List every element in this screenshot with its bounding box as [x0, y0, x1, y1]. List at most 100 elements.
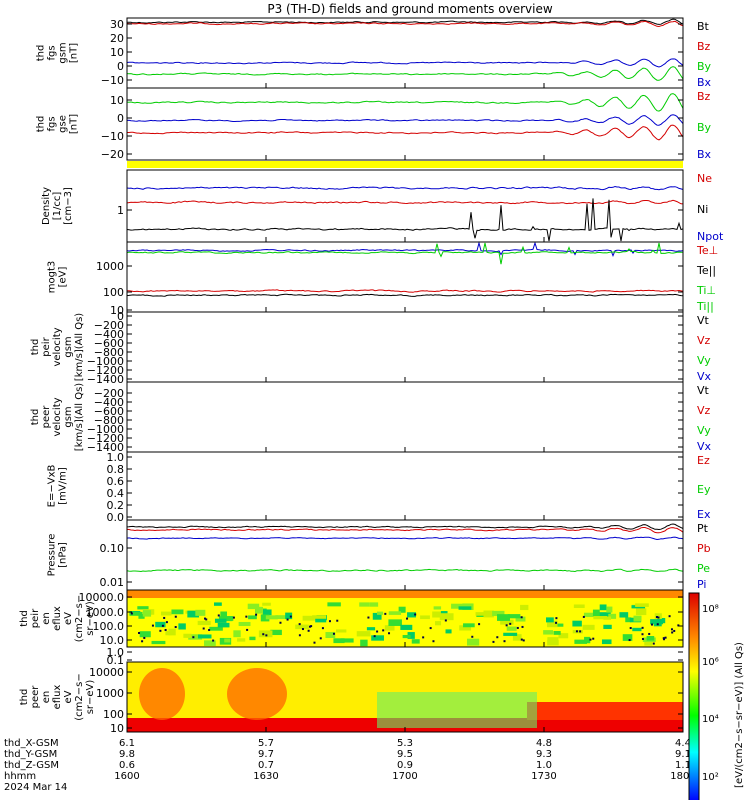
xaxis-row-value: 1600: [114, 771, 139, 782]
y-tick-label: 0.01: [100, 576, 125, 589]
peir-dark-pixel: [670, 628, 673, 631]
peir-pixel: [547, 639, 559, 646]
peir-pixel: [458, 606, 472, 610]
peir-dark-pixel: [503, 640, 506, 643]
y-axis-label-line: (cm2−s−: [74, 595, 85, 642]
peir-dark-pixel: [332, 632, 335, 635]
xaxis-row-value: 0.7: [258, 760, 274, 771]
y-tick-label: −1400: [87, 441, 124, 454]
y-tick-label: 10000.0: [79, 591, 125, 604]
colorbar-scale: [688, 592, 700, 800]
peir-pixel: [411, 639, 420, 644]
panel-frame: [126, 451, 684, 521]
y-tick-label: 0.0: [107, 511, 125, 524]
y-axis-label-line: fgs: [47, 45, 58, 60]
legend-entry: Vy: [697, 424, 711, 437]
y-axis-label-line: [nT]: [69, 43, 80, 63]
peir-dark-pixel: [174, 615, 177, 618]
npot-trace: [126, 185, 684, 191]
peir-pixel: [503, 632, 518, 636]
xaxis-row-value: 1800: [670, 771, 695, 782]
peir-pixel: [619, 612, 629, 618]
peir-pixel: [625, 617, 632, 623]
y-tick-label: −1400: [87, 373, 124, 386]
y-axis-label-line: eflux: [52, 685, 63, 710]
peir-dark-pixel: [521, 625, 524, 628]
y-tick-label: 10: [110, 722, 124, 735]
peir-dark-pixel: [589, 638, 592, 641]
y-tick-label: −200: [94, 319, 124, 332]
pb-trace: [126, 527, 684, 534]
peir-pixel: [432, 611, 445, 618]
y-axis-label-line: eV: [63, 612, 74, 625]
y-axis-label-line: Density: [41, 187, 52, 225]
peir-pixel: [451, 603, 465, 609]
peir-pixel: [593, 616, 608, 620]
panel-temperature: 1000 100 10 mogt3 [eV] Te⊥ Te|| Ti⊥ Ti||: [47, 241, 718, 317]
peir-pixel: [258, 630, 273, 638]
y-axis-label-line: [nT]: [69, 114, 80, 134]
peir-pixel: [574, 639, 588, 644]
peir-pixel: [407, 612, 417, 618]
legend-entry: Ni: [697, 203, 708, 216]
peir-pixel: [644, 639, 653, 646]
pi-trace: [126, 536, 684, 541]
xaxis-row-label: thd_X-GSM: [4, 738, 59, 749]
peir-dark-pixel: [232, 616, 235, 619]
y-tick-label: −600: [94, 337, 124, 350]
peir-pixel: [492, 610, 505, 617]
peir-pixel: [445, 629, 452, 634]
peir-dark-pixel: [307, 629, 310, 632]
xaxis-row-value: 6.1: [119, 738, 135, 749]
legend-entry: By: [697, 121, 712, 134]
y-tick-label: 0.8: [107, 463, 125, 476]
peir-pixel: [543, 630, 553, 635]
peir-dark-pixel: [657, 616, 660, 619]
peir-pixel: [440, 611, 448, 615]
xaxis-row-value: 0.6: [119, 760, 135, 771]
y-axis-label-line: [nPa]: [58, 542, 69, 568]
y-axis-label-line: gsm: [63, 336, 74, 357]
panel-efield: 1.00.80.60.40.20.0 E=−VxB [mV/m] Ez Ey Ex: [47, 451, 711, 524]
peir-pixel: [497, 614, 510, 621]
y-axis-label-line: [cm−3]: [63, 187, 74, 225]
y-axis-label-line: peir: [41, 336, 52, 356]
peir-pixel: [233, 630, 241, 638]
legend-entry: Vz: [697, 334, 711, 347]
peir-dark-pixel: [579, 630, 582, 633]
peir-pixel: [285, 612, 293, 620]
peir-dark-pixel: [208, 628, 211, 631]
y-tick-label: −1000: [87, 355, 124, 368]
peir-dark-pixel: [138, 632, 141, 635]
colorbar: 10⁸ 10⁶ 10⁴ 10² [eV/(cm2−s−sr−eV)] (All Qs): [688, 592, 745, 800]
peir-dark-pixel: [246, 628, 249, 631]
peir-dark-pixel: [641, 638, 644, 641]
peir-dark-pixel: [143, 636, 146, 639]
peir-pixel: [632, 627, 642, 632]
xaxis-row-label: thd_Y-GSM: [4, 749, 57, 760]
peir-dark-pixel: [520, 616, 523, 619]
peir-pixel: [398, 606, 406, 613]
peir-pixel: [475, 612, 486, 616]
peir-dark-pixel: [555, 621, 558, 624]
peir-pixel: [198, 634, 212, 639]
legend-entry: Pi: [697, 578, 706, 591]
peir-dark-pixel: [161, 624, 164, 627]
y-tick-label: 1000: [96, 260, 124, 273]
peir-pixel: [315, 616, 327, 623]
peir-pixel: [654, 613, 662, 620]
peer-green-region: [377, 692, 537, 728]
y-tick-label: −1200: [87, 432, 124, 445]
peir-dark-pixel: [671, 631, 674, 634]
panel-peir-velocity: 0−200−400−600−800−1000−1200−1400 thd peir v…: [30, 310, 712, 386]
peir-pixel: [366, 627, 376, 631]
peir-dark-pixel: [592, 637, 595, 640]
peir-pixel: [603, 616, 612, 620]
peir-pixel: [512, 634, 522, 641]
peir-dark-pixel: [367, 616, 370, 619]
peir-pixel: [247, 603, 260, 610]
y-axis-label-line: peer: [30, 685, 41, 709]
